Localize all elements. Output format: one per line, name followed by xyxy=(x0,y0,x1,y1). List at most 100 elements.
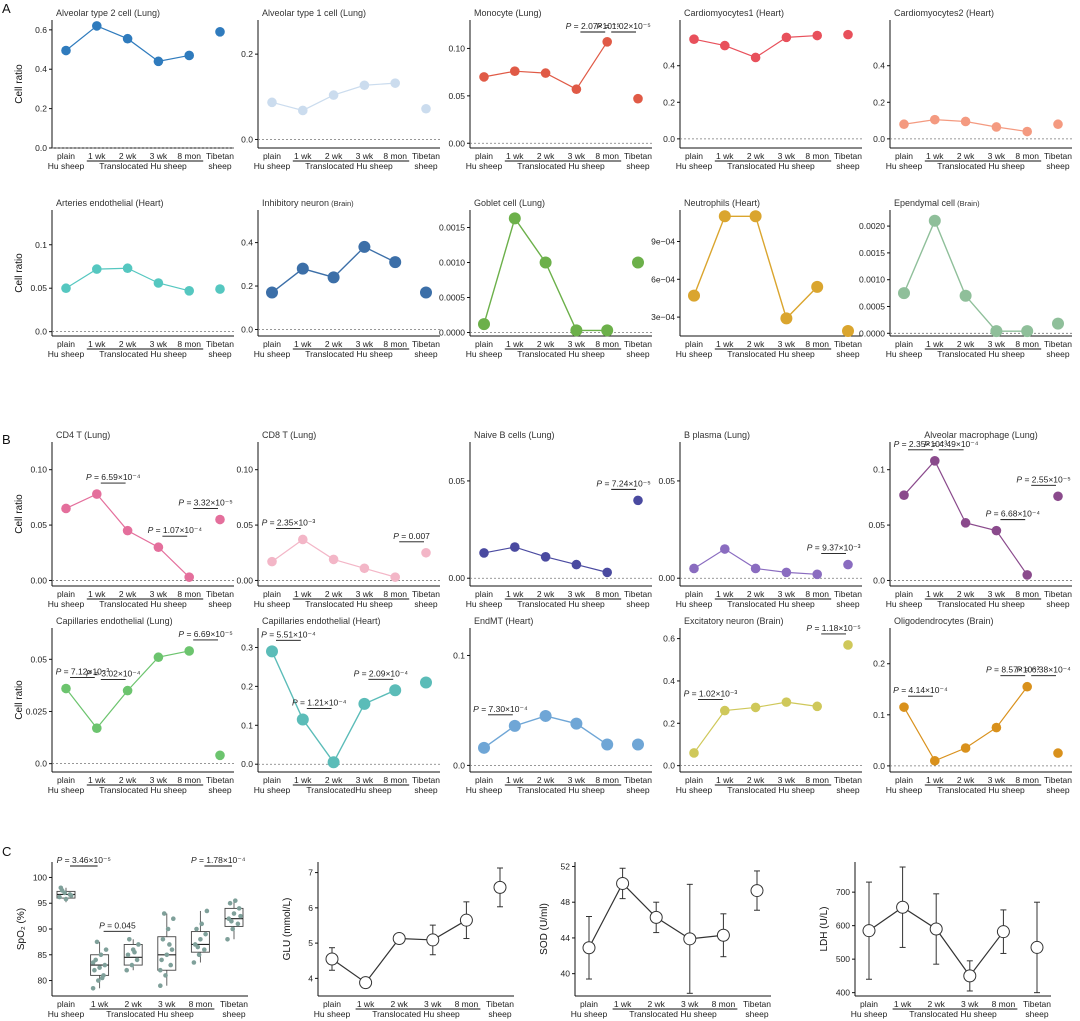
p-value-label: P = 6.59×10⁻⁴ xyxy=(86,472,141,482)
x-label-wk1: 1 wk xyxy=(357,999,375,1009)
data-point xyxy=(991,525,1002,536)
x-label-hu-sheep: Hu sheep xyxy=(886,599,923,609)
x-label-wk3: 3 wk xyxy=(568,151,586,161)
y-tick-label: 0.4 xyxy=(663,676,675,686)
data-point xyxy=(194,926,199,932)
data-point xyxy=(688,289,700,302)
data-point xyxy=(601,324,614,337)
data-point xyxy=(203,931,208,937)
x-label-hu-sheep: Hu sheep xyxy=(48,599,85,609)
y-tick-label: 0.10 xyxy=(30,465,47,475)
data-point xyxy=(632,256,644,269)
data-point xyxy=(896,900,910,914)
y-tick-label: 0.0 xyxy=(663,761,675,771)
y-tick-label: 0.05 xyxy=(448,91,465,101)
data-point xyxy=(195,944,201,950)
x-label-wk1: 1 wk xyxy=(926,339,944,349)
y-tick-label: 90 xyxy=(38,924,48,934)
x-label-mon8: 8 mon xyxy=(595,339,619,349)
data-point xyxy=(421,547,431,558)
x-label-wk1: 1 wk xyxy=(506,339,524,349)
x-label-wk3: 3 wk xyxy=(356,775,374,785)
data-point xyxy=(899,702,909,712)
x-label-wk2: 2 wk xyxy=(747,151,765,161)
chart-title: Alveolar type 2 cell (Lung) xyxy=(56,8,160,18)
data-point xyxy=(633,495,643,506)
series-line xyxy=(483,216,608,332)
p-value: = 7.12×10⁻³ xyxy=(61,667,109,677)
data-point xyxy=(267,97,277,108)
data-point xyxy=(540,552,551,562)
x-label-hu-sheep: Hu sheep xyxy=(254,599,291,609)
data-point xyxy=(960,743,971,753)
series-line xyxy=(65,25,190,62)
p-value: = 2.07×10⁻⁵ xyxy=(571,21,620,31)
x-label-mon8: 8 mon xyxy=(455,999,479,1009)
data-point xyxy=(328,90,339,100)
x-label-wk2: 2 wk xyxy=(325,339,343,349)
p-value: = 0.007 xyxy=(399,531,430,541)
y-tick-label: 0.05 xyxy=(658,476,675,486)
y-tick-label: 0.3 xyxy=(241,642,253,652)
chart-title: Alveolar macrophage (Lung) xyxy=(924,430,1038,440)
data-point xyxy=(153,56,164,67)
y-tick-label: 0.05 xyxy=(30,283,47,293)
x-label-wk3: 3 wk xyxy=(150,589,168,599)
data-point xyxy=(359,80,370,91)
p-value-label: P = 1.02×10⁻³ xyxy=(684,689,738,699)
data-point xyxy=(165,926,171,932)
data-point xyxy=(59,888,65,893)
data-point xyxy=(960,116,971,127)
y-tick-label: 600 xyxy=(836,921,850,931)
data-point xyxy=(459,913,473,927)
x-label-translocated: Translocated Hu sheep xyxy=(517,785,605,795)
y-tick-label: 0.05 xyxy=(236,520,253,530)
x-label-tibetan: Tibetan xyxy=(206,151,234,161)
data-point xyxy=(122,685,133,696)
p-symbol: P xyxy=(894,439,900,449)
data-point xyxy=(184,50,194,61)
y-axis-label: Cell ratio xyxy=(14,253,25,293)
x-label-wk2: 2 wk xyxy=(537,775,555,785)
x-label-tibetan: Tibetan xyxy=(412,589,440,599)
x-label-translocated: Translocated Hu sheep xyxy=(727,785,815,795)
data-point xyxy=(160,937,166,942)
x-label-tibetan-sheep: sheep xyxy=(626,349,649,359)
x-label-mon8: 8 mon xyxy=(189,999,213,1009)
x-label-wk1: 1 wk xyxy=(91,999,109,1009)
x-label-translocated: Translocated Hu sheep xyxy=(727,161,815,171)
x-label-hu-sheep: Hu sheep xyxy=(48,785,85,795)
data-point xyxy=(92,489,102,499)
x-label-wk1: 1 wk xyxy=(716,151,734,161)
chart-title: Naive B cells (Lung) xyxy=(474,430,555,440)
x-label-hu-sheep: Hu sheep xyxy=(886,785,923,795)
x-label-plain: plain xyxy=(57,999,75,1009)
x-label-mon8: 8 mon xyxy=(177,589,201,599)
x-label-hu-sheep: Hu sheep xyxy=(254,785,291,795)
data-point xyxy=(61,503,71,514)
x-label-wk2: 2 wk xyxy=(325,589,343,599)
data-point xyxy=(928,214,941,227)
p-value-label: P = 2.07×10⁻⁵ xyxy=(566,21,620,31)
x-label-wk1: 1 wk xyxy=(894,999,912,1009)
chart-title: Capillaries endothelial (Heart) xyxy=(262,616,381,626)
data-point xyxy=(781,567,792,578)
series-line xyxy=(331,919,467,984)
data-point xyxy=(750,563,761,574)
data-point xyxy=(92,264,102,274)
p-symbol: P xyxy=(684,689,690,699)
p-value: = 3.32×10⁻⁵ xyxy=(184,498,233,508)
x-label-plain: plain xyxy=(580,999,598,1009)
p-value: = 6.69×10⁻⁵ xyxy=(184,629,233,639)
x-label-wk3: 3 wk xyxy=(158,999,176,1009)
data-point xyxy=(781,697,792,707)
x-label-plain: plain xyxy=(475,775,493,785)
x-label-wk3: 3 wk xyxy=(961,999,979,1009)
x-label-wk2: 2 wk xyxy=(927,999,945,1009)
data-point xyxy=(539,709,552,722)
data-point xyxy=(812,30,822,41)
data-point xyxy=(199,921,204,927)
